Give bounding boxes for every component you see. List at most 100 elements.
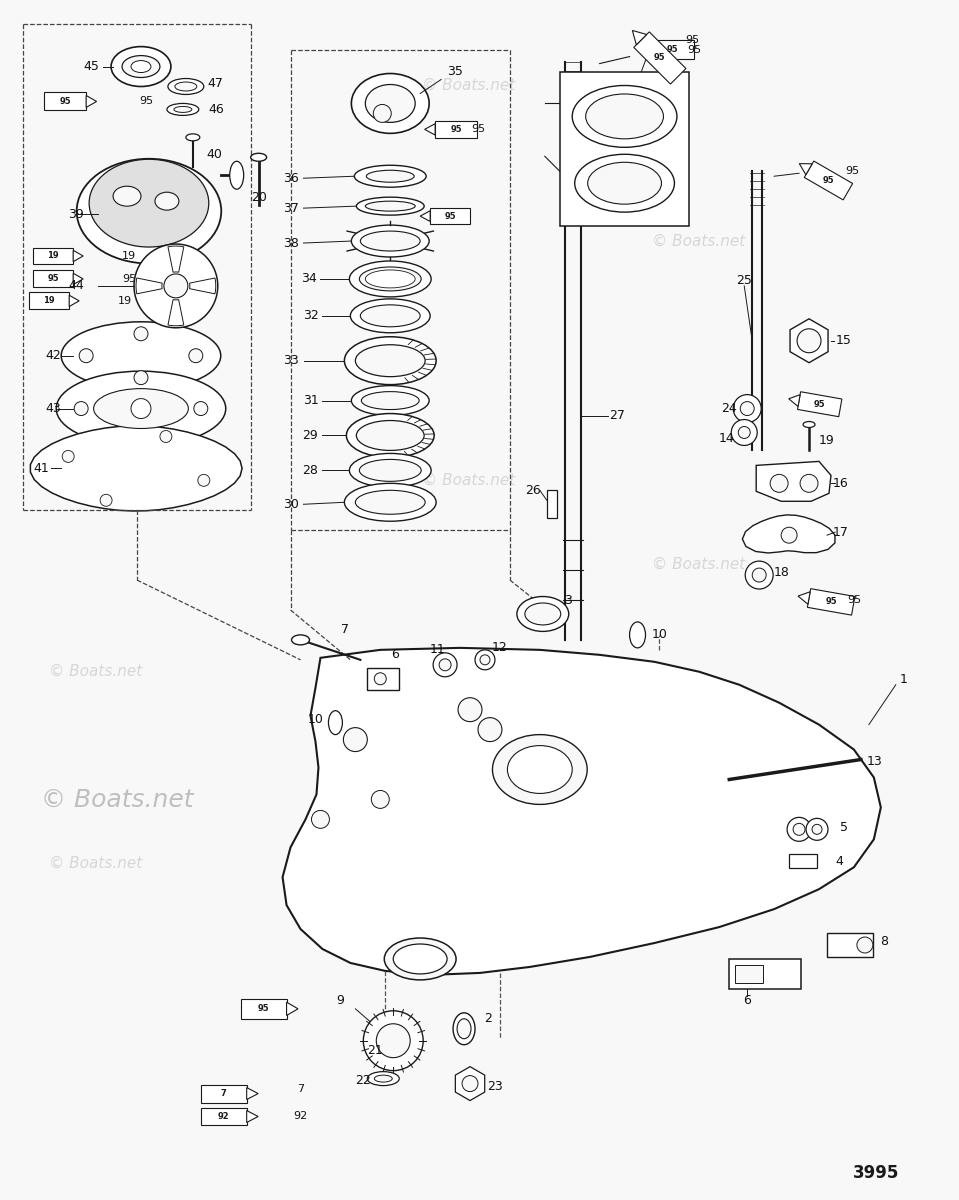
Text: 3995: 3995: [853, 1164, 899, 1182]
Ellipse shape: [360, 266, 421, 290]
Polygon shape: [431, 208, 470, 224]
Circle shape: [787, 817, 811, 841]
Text: 19: 19: [819, 434, 835, 446]
Polygon shape: [69, 295, 80, 306]
Circle shape: [857, 937, 873, 953]
Bar: [789, 854, 817, 869]
Text: 95: 95: [444, 211, 456, 221]
Circle shape: [343, 727, 367, 751]
Circle shape: [371, 791, 389, 809]
Ellipse shape: [574, 155, 674, 212]
Ellipse shape: [351, 73, 429, 133]
Circle shape: [812, 824, 822, 834]
Polygon shape: [73, 251, 83, 262]
Polygon shape: [73, 274, 83, 284]
Circle shape: [793, 823, 805, 835]
Ellipse shape: [61, 322, 221, 390]
Ellipse shape: [374, 1075, 392, 1082]
Text: 13: 13: [867, 755, 882, 768]
Text: 38: 38: [283, 236, 298, 250]
Ellipse shape: [328, 710, 342, 734]
Polygon shape: [246, 1087, 258, 1099]
Ellipse shape: [349, 454, 432, 487]
Ellipse shape: [517, 596, 569, 631]
Circle shape: [198, 474, 210, 486]
Text: 30: 30: [283, 498, 298, 511]
Ellipse shape: [168, 78, 204, 95]
Circle shape: [807, 818, 828, 840]
Polygon shape: [798, 592, 810, 605]
Ellipse shape: [525, 602, 561, 625]
Polygon shape: [31, 426, 242, 511]
Ellipse shape: [344, 484, 436, 521]
Polygon shape: [34, 247, 73, 264]
Text: © Boats.net: © Boats.net: [651, 234, 745, 248]
Circle shape: [363, 1010, 423, 1070]
Circle shape: [80, 349, 93, 362]
Polygon shape: [649, 40, 694, 59]
Circle shape: [738, 426, 750, 438]
Ellipse shape: [131, 60, 151, 72]
Text: 20: 20: [250, 191, 267, 204]
Polygon shape: [800, 163, 812, 175]
Ellipse shape: [586, 94, 664, 139]
Circle shape: [800, 474, 818, 492]
Text: 95: 95: [847, 595, 861, 605]
Polygon shape: [639, 43, 649, 56]
Polygon shape: [742, 515, 835, 553]
Text: 95: 95: [122, 274, 136, 284]
Polygon shape: [805, 161, 853, 200]
Polygon shape: [283, 648, 880, 974]
Text: 34: 34: [300, 272, 316, 286]
Text: 10: 10: [651, 629, 667, 641]
Text: 23: 23: [487, 1080, 503, 1093]
Circle shape: [782, 527, 797, 544]
Text: 7: 7: [221, 1090, 226, 1098]
Polygon shape: [634, 32, 686, 84]
Bar: [547, 491, 557, 518]
Text: 16: 16: [833, 476, 849, 490]
Polygon shape: [790, 319, 828, 362]
Text: 95: 95: [823, 176, 834, 185]
Ellipse shape: [57, 371, 225, 446]
Polygon shape: [757, 462, 831, 502]
Ellipse shape: [77, 158, 222, 264]
Circle shape: [734, 395, 761, 422]
Polygon shape: [632, 30, 646, 44]
Text: 25: 25: [737, 275, 752, 288]
Polygon shape: [200, 1085, 246, 1103]
Text: 42: 42: [45, 349, 61, 362]
Ellipse shape: [629, 622, 645, 648]
Bar: [729, 959, 801, 989]
Text: 95: 95: [471, 125, 485, 134]
Text: © Boats.net: © Boats.net: [49, 665, 143, 679]
Ellipse shape: [385, 938, 456, 980]
Ellipse shape: [351, 385, 429, 415]
Polygon shape: [788, 395, 800, 407]
Bar: [560, 72, 690, 226]
Ellipse shape: [457, 1019, 471, 1039]
Polygon shape: [807, 589, 854, 616]
Ellipse shape: [344, 337, 436, 385]
Ellipse shape: [367, 1072, 399, 1086]
Circle shape: [376, 1024, 410, 1057]
Polygon shape: [241, 998, 287, 1019]
Circle shape: [732, 420, 758, 445]
Polygon shape: [30, 293, 69, 310]
Ellipse shape: [351, 226, 429, 257]
Ellipse shape: [122, 55, 160, 78]
Text: 92: 92: [218, 1112, 229, 1121]
Polygon shape: [287, 1002, 298, 1015]
Ellipse shape: [573, 85, 677, 148]
Polygon shape: [425, 124, 435, 136]
Text: 6: 6: [391, 648, 399, 661]
Text: 43: 43: [45, 402, 61, 415]
Ellipse shape: [174, 107, 192, 113]
Text: 31: 31: [303, 394, 318, 407]
Polygon shape: [136, 278, 162, 294]
Circle shape: [164, 274, 188, 298]
Ellipse shape: [588, 162, 662, 204]
Text: 10: 10: [308, 713, 323, 726]
Text: 1: 1: [900, 673, 908, 686]
Circle shape: [480, 655, 490, 665]
